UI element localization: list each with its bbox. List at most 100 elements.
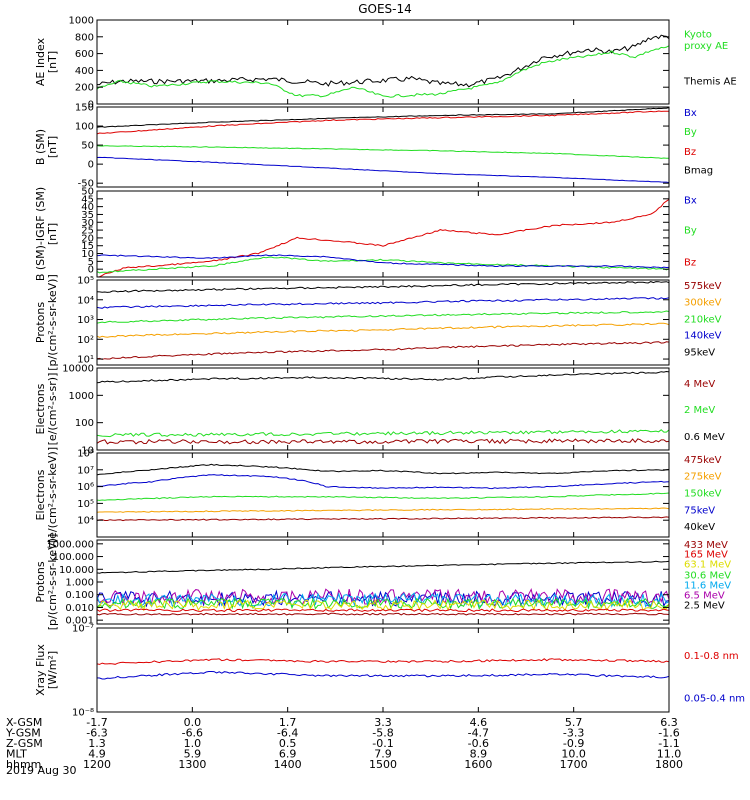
- panel-4-legend-1: 300keV: [684, 297, 722, 308]
- ephemeris-value-3-0: 4.9: [88, 748, 106, 761]
- panel-6-legend-3: 75keV: [684, 505, 715, 516]
- panel-2-legend-1: By: [684, 127, 697, 138]
- panel-4-series: [97, 281, 669, 360]
- panel-7-ytick-label-0: 0.001: [65, 616, 94, 627]
- ephemeris-value-0-2: 1.7: [279, 716, 297, 729]
- panel-2-ytick-label-1: 0: [88, 160, 94, 171]
- panel-1-ytick-label-0: 0: [88, 100, 94, 111]
- panel-3-series: [97, 198, 669, 277]
- ephemeris-label-hhmm: hhmm: [6, 758, 41, 771]
- panel-1-ytick-label-5: 1000: [69, 16, 94, 27]
- panel-5-legend-1: 2 MeV: [684, 405, 715, 416]
- ephemeris-value-3-6: 11.0: [657, 748, 682, 761]
- ephemeris-value-0-6: 6.3: [660, 716, 678, 729]
- panel-6: 10⁴ 10⁵ 10⁶ 10⁷ 10⁸ Electrons [e/(cm²-s-sr-keV…: [34, 447, 722, 543]
- panel-2-legend-3: Bmag: [684, 165, 713, 176]
- panel-7-legend-0: 433 MeV: [684, 540, 728, 551]
- panel-4-frame: [96, 279, 670, 366]
- panel-4-legend-0: 575keV: [684, 281, 722, 292]
- panel-1-ylabel-0: AE Index: [34, 37, 47, 86]
- panel-2-ytick-label-0: -50: [78, 179, 94, 190]
- ephemeris-value-1-1: -6.6: [182, 727, 203, 740]
- ephemeris-value-2-4: -0.6: [468, 737, 489, 750]
- panel-6-ylabel-0: Electrons: [34, 469, 47, 520]
- panel-4-legend-4: 95keV: [684, 347, 715, 358]
- panel-5: 10 100 1000 10000 Electrons [e/(cm²-s-sr)] 4 M…: [34, 364, 725, 457]
- ephemeris-label-z-gsm: Z-GSM: [6, 737, 43, 750]
- panel-7-ylabel-0: Protons: [34, 561, 47, 602]
- ephemeris-value-2-5: -0.9: [563, 737, 584, 750]
- panel-7-ytick-label-3: 1.000: [65, 578, 94, 589]
- panel-7-series: [97, 560, 669, 616]
- panel-8-legend-1: 0.05-0.4 nm: [684, 694, 745, 705]
- panel-6-series-darkred-4: [97, 516, 669, 522]
- panel-2-series-black-0: [97, 107, 669, 128]
- panel-6-frame: [96, 452, 670, 538]
- panel-2-ytick-label-4: 150: [75, 103, 94, 114]
- panel-5-series-black-0: [97, 370, 669, 384]
- panel-6-legend-2: 150keV: [684, 488, 722, 499]
- ephemeris-value-3-2: 6.9: [279, 748, 297, 761]
- panel-3-ytick-label-3: 15: [81, 241, 94, 252]
- ephemeris-label-y-gsm: Y-GSM: [5, 727, 41, 740]
- panel-5-series-green-1: [97, 429, 669, 438]
- ephemeris-value-2-0: 1.3: [88, 737, 106, 750]
- ephemeris-value-4-5: 1700: [560, 758, 588, 771]
- panel-2-ytick-label-3: 100: [75, 122, 94, 133]
- ephemeris-value-4-0: 1200: [83, 758, 111, 771]
- ephemeris-value-0-4: 4.6: [470, 716, 488, 729]
- panel-4: 10¹ 10² 10³ 10⁴ 10⁵ Protons [p/(cm²-s-sr-keV)]…: [34, 274, 722, 371]
- panel-5-legend-2: 0.6 MeV: [684, 432, 725, 443]
- panel-5-series-darkred-2: [97, 438, 669, 445]
- panel-5-ylabel-1: [e/(cm²-s-sr)]: [46, 373, 59, 446]
- panel-7-series-green-4: [97, 597, 669, 610]
- panel-7-ytick-label-4: 10.000: [59, 565, 94, 576]
- panel-8-ytick-label-0: 10⁻⁸: [72, 708, 94, 719]
- panel-1-series-black-0: [97, 34, 669, 88]
- panel-6-ytick-label-4: 10⁸: [77, 449, 94, 460]
- panel-6-series: [97, 463, 669, 522]
- panel-4-legend-3: 140keV: [684, 330, 722, 341]
- panel-7-legend-3: 30.6 MeV: [684, 570, 731, 581]
- ephemeris-value-0-3: 3.3: [374, 716, 392, 729]
- panel-7-legend-5: 6.5 MeV: [684, 591, 725, 602]
- panel-7-ytick-label-1: 0.010: [65, 603, 94, 614]
- ephemeris-table: X-GSM -1.7 0.0 1.7 3.3 4.6 5.7 6.3 Y-GSM -6.3 -6.6…: [5, 716, 683, 771]
- panel-1-ytick-label-4: 800: [75, 32, 94, 43]
- panel-3-series-green-1: [97, 256, 669, 274]
- panel-6-legend-1: 275keV: [684, 472, 722, 483]
- panel-3-legend-0: Bx: [684, 196, 697, 207]
- panel-3-ytick-label-5: 25: [81, 226, 94, 237]
- panel-8-series: [97, 658, 669, 680]
- ephemeris-value-2-6: -1.1: [658, 737, 679, 750]
- panel-2-ylabel-0: B (SM): [34, 129, 47, 165]
- date-label: 2019 Aug 30: [6, 764, 76, 777]
- panel-1-legend-1: proxy AE: [684, 41, 728, 52]
- panel-5-ytick-label-1: 100: [75, 418, 94, 429]
- panel-2-ylabel-1: [nT]: [46, 136, 59, 158]
- panel-3-ytick-label-2: 10: [81, 249, 94, 260]
- panel-4-legend-2: 210keV: [684, 314, 722, 325]
- panel-3-ytick-label-8: 40: [81, 202, 94, 213]
- panel-7-ytick-label-6: 1000.000: [46, 539, 94, 550]
- panel-2: -50 0 50 100 150 B (SM) [nT] Bx By Bz Bmag: [34, 103, 713, 190]
- panel-1-series: [97, 34, 669, 98]
- ephemeris-value-1-5: -3.3: [563, 727, 584, 740]
- panel-6-series-black-0: [97, 463, 669, 476]
- ephemeris-value-2-3: -0.1: [372, 737, 393, 750]
- panel-7-legend-2: 63.1 MeV: [684, 560, 731, 571]
- panel-6-ylabel-1: [e/(cm²-s-sr-keV)]: [46, 447, 59, 543]
- panel-5-series: [97, 370, 669, 445]
- ephemeris-value-3-3: 7.9: [374, 748, 392, 761]
- ephemeris-value-4-1: 1300: [178, 758, 206, 771]
- panel-6-ytick-label-2: 10⁶: [77, 482, 94, 493]
- panel-7-series-magenta-2: [97, 587, 669, 607]
- panel-1-series-green-1: [97, 45, 669, 98]
- panel-4-ylabel-0: Protons: [34, 302, 47, 343]
- panel-1-frame: [96, 19, 670, 105]
- panel-1-ytick-label-1: 200: [75, 83, 94, 94]
- ephemeris-value-4-6: 1800: [655, 758, 683, 771]
- panel-6-series-orange-3: [97, 507, 669, 513]
- ephemeris-value-2-2: 0.5: [279, 737, 297, 750]
